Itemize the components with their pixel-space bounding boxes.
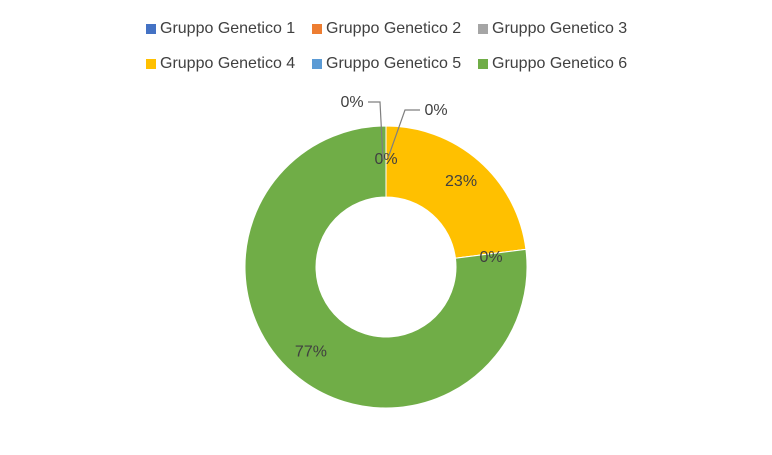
legend-label: Gruppo Genetico 3 — [492, 20, 627, 37]
data-label: 23% — [445, 173, 477, 190]
legend-label: Gruppo Genetico 4 — [160, 55, 295, 72]
data-label: 0% — [340, 94, 363, 111]
data-label: 77% — [295, 343, 327, 360]
legend-label: Gruppo Genetico 2 — [326, 20, 461, 37]
legend-swatch — [146, 59, 156, 69]
legend-label: Gruppo Genetico 5 — [326, 55, 461, 72]
leader-line — [387, 109, 420, 159]
legend-label: Gruppo Genetico 1 — [160, 20, 295, 37]
data-label: 0% — [424, 102, 447, 119]
data-label: 0% — [479, 249, 502, 266]
data-label: 0% — [374, 151, 397, 168]
legend-swatch — [312, 59, 322, 69]
legend-swatch — [478, 24, 488, 34]
donut-slice — [244, 125, 528, 409]
legend-label: Gruppo Genetico 6 — [492, 55, 627, 72]
legend-swatch — [478, 59, 488, 69]
legend-swatch — [146, 24, 156, 34]
legend-swatch — [312, 24, 322, 34]
donut-slice — [385, 125, 527, 259]
leader-line — [368, 101, 384, 161]
